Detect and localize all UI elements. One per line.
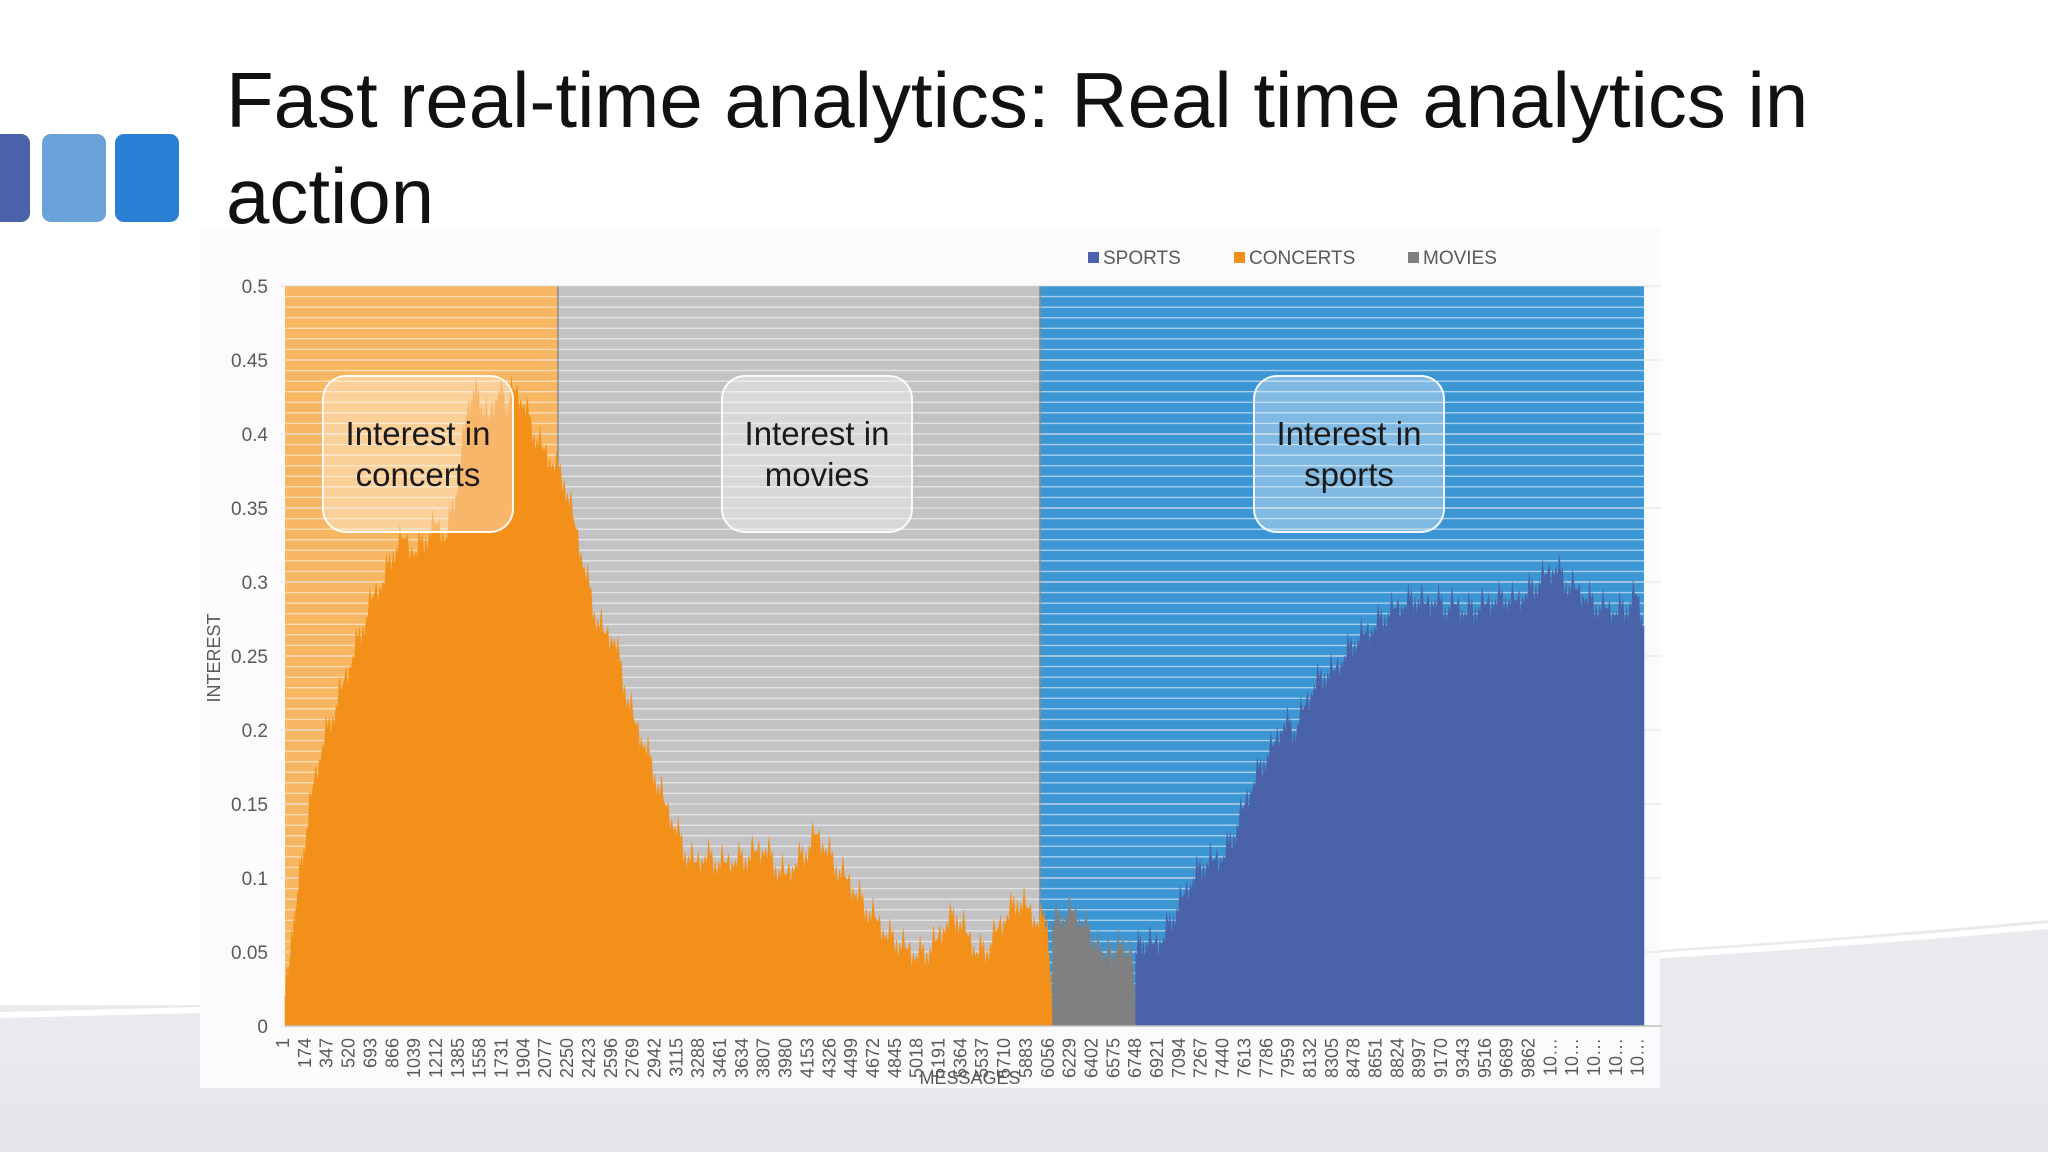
x-tick-label: 8997 — [1409, 1038, 1429, 1078]
x-tick-label: 8305 — [1322, 1038, 1342, 1078]
series-area-movies — [1052, 894, 1136, 1027]
series-area-concerts — [284, 376, 1053, 1027]
x-tick-label: 7267 — [1191, 1038, 1211, 1078]
slide-title: Fast real-time analytics: Real time anal… — [226, 56, 1809, 240]
y-tick-label: 0.25 — [231, 647, 268, 668]
x-tick-label: 4672 — [863, 1038, 883, 1078]
x-tick-label: 4326 — [819, 1038, 839, 1078]
x-tick-label: 7440 — [1213, 1038, 1233, 1078]
callout-concerts: Interest in concerts — [322, 375, 514, 533]
y-tick-label: 0.1 — [242, 869, 268, 890]
x-tick-label: 9516 — [1475, 1038, 1495, 1078]
y-tick-label: 0.3 — [242, 573, 268, 594]
x-tick-label: 520 — [339, 1038, 359, 1068]
y-tick-label: 0.2 — [242, 721, 268, 742]
y-tick-label: 0.35 — [231, 499, 268, 520]
x-tick-label: 2596 — [601, 1038, 621, 1078]
x-tick-label: 3807 — [754, 1038, 774, 1078]
x-tick-label: 2077 — [535, 1038, 555, 1078]
x-tick-label: 6229 — [1060, 1038, 1080, 1078]
x-tick-label: 9343 — [1453, 1038, 1473, 1078]
legend-swatch-concerts — [1234, 252, 1245, 263]
x-tick-label: 174 — [295, 1038, 315, 1068]
x-tick-label: 7094 — [1169, 1038, 1189, 1078]
x-tick-label: 8651 — [1366, 1038, 1386, 1078]
y-tick-label: 0.4 — [242, 425, 269, 446]
x-tick-label: 5018 — [907, 1038, 927, 1078]
x-tick-label: 4845 — [885, 1038, 905, 1078]
y-tick-label: 0.45 — [231, 351, 268, 372]
x-tick-label: 9170 — [1431, 1038, 1451, 1078]
y-tick-label: 0.05 — [231, 943, 268, 964]
x-tick-label: 10… — [1584, 1038, 1604, 1076]
x-tick-label: 10… — [1540, 1038, 1560, 1076]
x-tick-label: 10… — [1628, 1038, 1648, 1076]
series-area-sports — [1135, 554, 1645, 1027]
logo-square-light — [42, 134, 106, 222]
x-tick-label: 866 — [382, 1038, 402, 1068]
x-tick-label: 1 — [273, 1038, 293, 1048]
callout-sports: Interest in sports — [1253, 375, 1445, 533]
x-tick-label: 9689 — [1497, 1038, 1517, 1078]
x-tick-label: 10… — [1606, 1038, 1626, 1076]
legend-label-concerts: CONCERTS — [1249, 248, 1356, 269]
x-tick-label: 7613 — [1234, 1038, 1254, 1078]
x-tick-label: 5883 — [1016, 1038, 1036, 1078]
x-tick-label: 2250 — [557, 1038, 577, 1078]
x-tick-label: 3634 — [732, 1038, 752, 1078]
x-tick-label: 8132 — [1300, 1038, 1320, 1078]
x-tick-label: 6748 — [1125, 1038, 1145, 1078]
x-tick-label: 1904 — [513, 1038, 533, 1078]
x-tick-label: 1039 — [404, 1038, 424, 1078]
x-tick-label: 4499 — [841, 1038, 861, 1078]
legend-label-sports: SPORTS — [1103, 248, 1181, 269]
x-tick-label: 6402 — [1082, 1038, 1102, 1078]
x-tick-label: 2942 — [645, 1038, 665, 1078]
x-tick-label: 693 — [360, 1038, 380, 1068]
legend-item-sports: SPORTS — [1088, 248, 1181, 270]
callout-movies: Interest in movies — [721, 375, 913, 533]
logo-square-dark — [0, 134, 30, 222]
x-tick-label: 3115 — [666, 1038, 686, 1077]
x-tick-label: 347 — [317, 1038, 337, 1068]
x-tick-label: 6575 — [1103, 1038, 1123, 1078]
legend-swatch-sports — [1088, 252, 1099, 263]
x-tick-label: 3980 — [776, 1038, 796, 1078]
x-tick-label: 4153 — [797, 1038, 817, 1078]
x-tick-label: 10… — [1562, 1038, 1582, 1076]
legend-swatch-movies — [1408, 252, 1419, 263]
legend-item-movies: MOVIES — [1408, 248, 1497, 270]
x-tick-label: 8478 — [1344, 1038, 1364, 1078]
x-tick-label: 2423 — [579, 1038, 599, 1078]
x-axis-title: MESSAGES — [919, 1068, 1020, 1088]
y-tick-label: 0.5 — [242, 277, 268, 298]
x-tick-label: 5710 — [994, 1038, 1014, 1078]
x-tick-label: 2769 — [623, 1038, 643, 1078]
x-tick-label: 1385 — [448, 1038, 468, 1078]
x-tick-label: 6921 — [1147, 1038, 1167, 1078]
x-tick-label: 8824 — [1387, 1038, 1407, 1078]
x-tick-label: 1558 — [470, 1038, 490, 1078]
x-tick-label: 6056 — [1038, 1038, 1058, 1078]
x-tick-label: 9862 — [1519, 1038, 1539, 1078]
y-tick-label: 0.15 — [231, 795, 268, 816]
x-tick-label: 3288 — [688, 1038, 708, 1078]
y-tick-label: 0 — [257, 1017, 268, 1038]
x-tick-label: 5364 — [950, 1038, 970, 1078]
x-tick-label: 5191 — [929, 1038, 949, 1078]
x-tick-label: 7786 — [1256, 1038, 1276, 1078]
legend-item-concerts: CONCERTS — [1234, 248, 1355, 270]
x-tick-label: 7959 — [1278, 1038, 1298, 1078]
legend-label-movies: MOVIES — [1423, 248, 1497, 269]
x-tick-label: 3461 — [710, 1038, 730, 1078]
x-tick-label: 1212 — [426, 1038, 446, 1078]
x-tick-label: 5537 — [972, 1038, 992, 1078]
logo-square-blue — [115, 134, 179, 222]
y-axis-title: INTEREST — [204, 613, 224, 702]
x-tick-label: 1731 — [492, 1038, 512, 1078]
